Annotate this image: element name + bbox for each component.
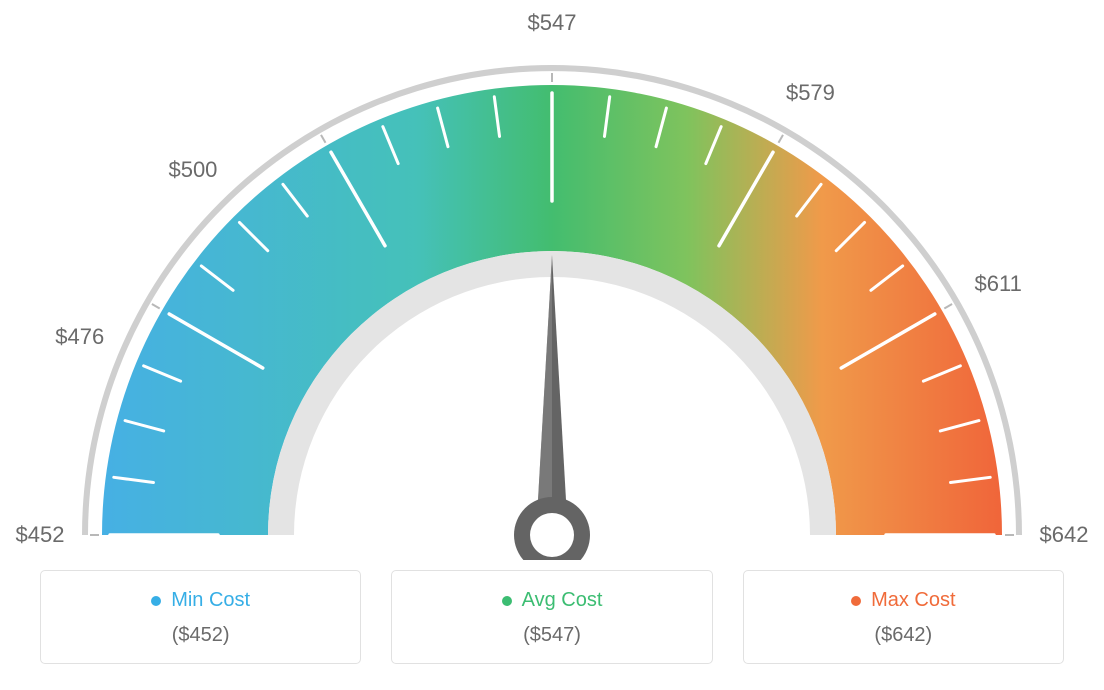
- gauge-needle-highlight: [536, 255, 552, 535]
- gauge-tick-label: $611: [975, 271, 1022, 297]
- gauge-tick-outer: [152, 304, 160, 309]
- legend-dot-icon: [151, 596, 161, 606]
- legend-title: Avg Cost: [502, 589, 603, 612]
- gauge-tick-label: $452: [16, 522, 65, 548]
- legend-value: ($452): [51, 624, 350, 647]
- legend-dot-icon: [851, 596, 861, 606]
- gauge-hub-hole: [530, 513, 574, 557]
- gauge-tick-outer: [321, 135, 326, 143]
- legend-title-text: Max Cost: [871, 589, 955, 612]
- gauge-tick-label: $579: [786, 80, 835, 106]
- gauge-tick-label: $547: [528, 10, 577, 36]
- legend-title-text: Min Cost: [171, 589, 250, 612]
- legend-card-min: Min Cost ($452): [40, 570, 361, 664]
- cost-gauge-chart: $452 $476 $500 $547 $579 $611 $642: [0, 0, 1104, 560]
- gauge-tick-outer: [944, 304, 952, 309]
- gauge-tick-label: $500: [168, 157, 217, 183]
- gauge-tick-label: $476: [55, 324, 104, 350]
- legend-title: Min Cost: [151, 589, 250, 612]
- legend-card-avg: Avg Cost ($547): [391, 570, 712, 664]
- legend-title-text: Avg Cost: [522, 589, 603, 612]
- legend-row: Min Cost ($452) Avg Cost ($547) Max Cost ($64…: [0, 560, 1104, 664]
- gauge-tick-outer: [779, 135, 784, 143]
- legend-value: ($642): [754, 624, 1053, 647]
- legend-title: Max Cost: [851, 589, 955, 612]
- legend-dot-icon: [502, 596, 512, 606]
- gauge-tick-label: $642: [1040, 522, 1089, 548]
- gauge-svg: [0, 0, 1104, 560]
- legend-value: ($547): [402, 624, 701, 647]
- legend-card-max: Max Cost ($642): [743, 570, 1064, 664]
